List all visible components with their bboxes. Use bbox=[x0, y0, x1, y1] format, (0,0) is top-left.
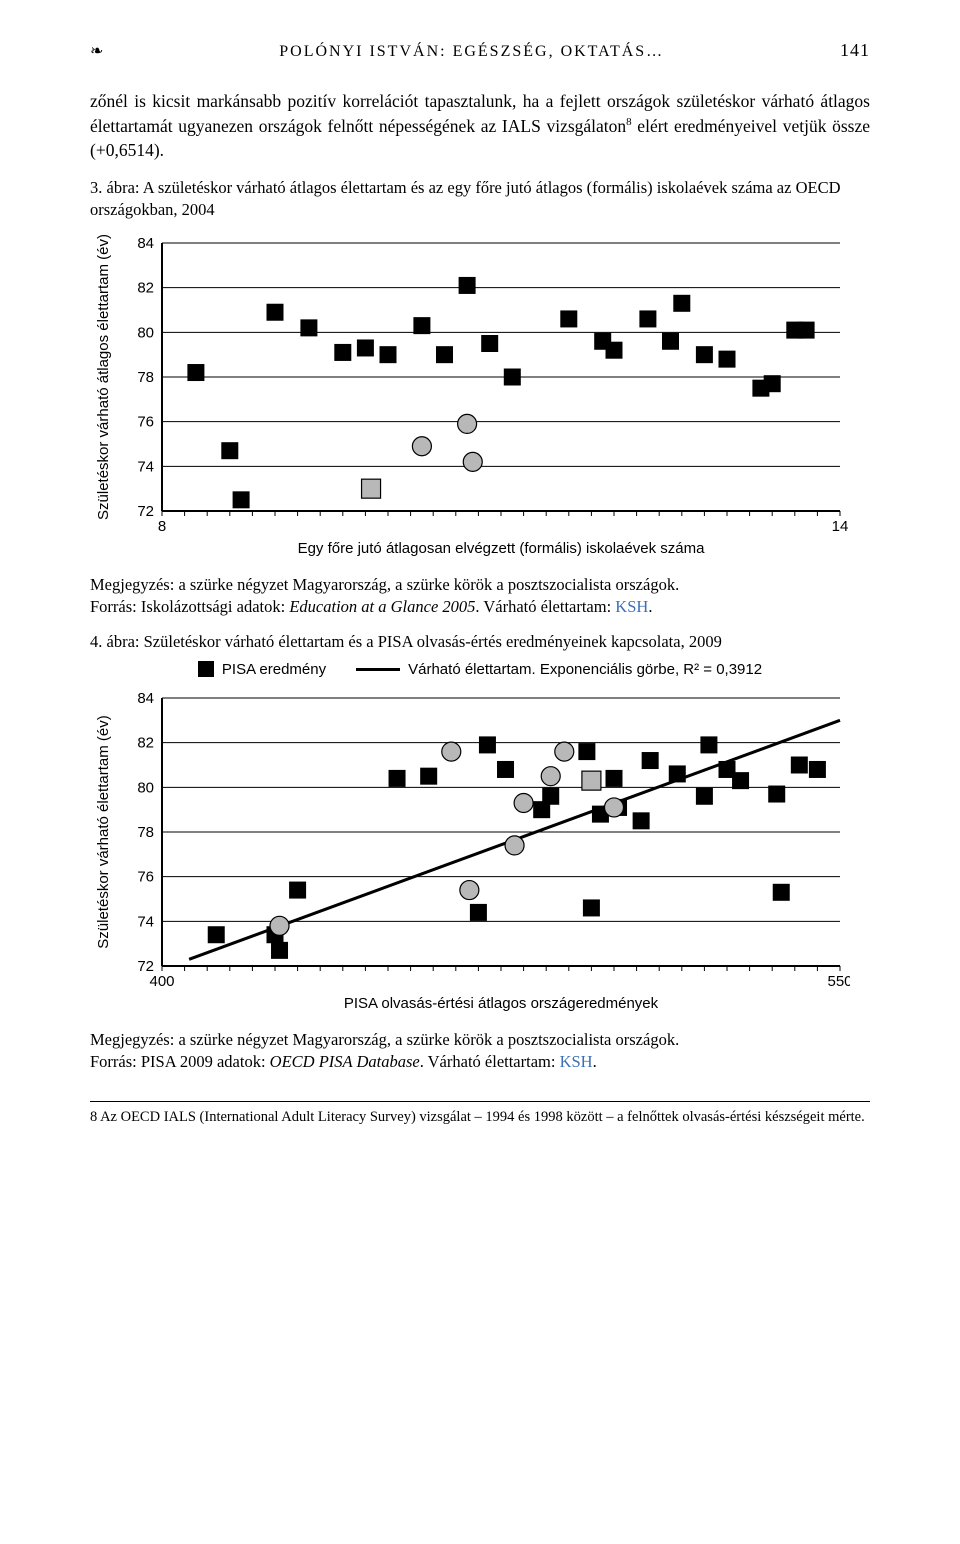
chart4-source-link[interactable]: KSH bbox=[560, 1052, 593, 1071]
header-ornament: ❧ bbox=[90, 41, 103, 61]
chart3-source-text: Iskolázottsági adatok: bbox=[141, 597, 289, 616]
svg-text:Születéskor várható élettartam: Születéskor várható élettartam (év) bbox=[95, 715, 112, 948]
legend-line-icon bbox=[356, 668, 400, 671]
svg-text:74: 74 bbox=[137, 458, 154, 475]
footnote: 8 Az OECD IALS (International Adult Lite… bbox=[90, 1108, 870, 1127]
chart4-source-end: . bbox=[593, 1052, 597, 1071]
chart4-source-tail: . Várható élettartam: bbox=[420, 1052, 560, 1071]
svg-text:82: 82 bbox=[137, 280, 154, 297]
legend-trend-label: Várható élettartam. Exponenciális görbe,… bbox=[408, 661, 762, 678]
chart4-caption-prefix: 4. ábra: bbox=[90, 632, 144, 651]
svg-text:400: 400 bbox=[149, 973, 174, 990]
svg-text:Egy főre jutó átlagosan elvégz: Egy főre jutó átlagosan elvégzett (formá… bbox=[298, 540, 706, 557]
chart3-note: Megjegyzés: a szürke négyzet Magyarorszá… bbox=[90, 574, 870, 619]
running-header: ❧ POLÓNYI ISTVÁN: EGÉSZSÉG, OKTATÁS… 141 bbox=[90, 40, 870, 61]
legend-square-icon bbox=[198, 661, 214, 677]
chart4-note-text: a szürke négyzet Magyarország, a szürke … bbox=[178, 1030, 679, 1049]
chart3-note-text: a szürke négyzet Magyarország, a szürke … bbox=[178, 575, 679, 594]
chart3-caption-prefix: 3. ábra: bbox=[90, 178, 143, 197]
chart4: 72747678808284400550PISA olvasás-értési … bbox=[90, 684, 870, 1019]
legend-pisa-label: PISA eredmény bbox=[222, 661, 326, 678]
chart3-note-prefix: Megjegyzés: bbox=[90, 575, 178, 594]
chart4-note-prefix: Megjegyzés: bbox=[90, 1030, 178, 1049]
legend-item-trend: Várható élettartam. Exponenciális görbe,… bbox=[356, 661, 762, 678]
svg-text:78: 78 bbox=[137, 369, 154, 386]
chart4-caption-text: Születéskor várható élettartam és a PISA… bbox=[144, 632, 722, 651]
svg-text:74: 74 bbox=[137, 913, 154, 930]
footnote-text: Az OECD IALS (International Adult Litera… bbox=[97, 1109, 864, 1125]
chart3-svg: 72 74 76 78 80 82 84 8 14 Egy főre jutó átlagosan… bbox=[90, 229, 850, 559]
svg-text:76: 76 bbox=[137, 868, 154, 885]
chart3-source-tail: . Várható élettartam: bbox=[475, 597, 615, 616]
chart3-caption-text: A születéskor várható átlagos élettartam… bbox=[90, 178, 841, 219]
footnote-rule bbox=[90, 1101, 870, 1102]
svg-text:14: 14 bbox=[832, 518, 849, 535]
chart4-svg: 72747678808284400550PISA olvasás-értési … bbox=[90, 684, 850, 1014]
chart4-source-text: PISA 2009 adatok: bbox=[141, 1052, 270, 1071]
svg-text:82: 82 bbox=[137, 734, 154, 751]
chart4-caption: 4. ábra: Születéskor várható élettartam … bbox=[90, 631, 870, 653]
svg-text:72: 72 bbox=[137, 503, 154, 520]
chart3-caption: 3. ábra: A születéskor várható átlagos é… bbox=[90, 177, 870, 222]
svg-text:550: 550 bbox=[827, 973, 850, 990]
chart3: 72 74 76 78 80 82 84 8 14 Egy főre jutó átlagosan… bbox=[90, 229, 870, 564]
chart3-source-link[interactable]: KSH bbox=[615, 597, 648, 616]
legend-item-pisa: PISA eredmény bbox=[198, 661, 326, 678]
svg-text:80: 80 bbox=[137, 779, 154, 796]
chart4-note: Megjegyzés: a szürke négyzet Magyarorszá… bbox=[90, 1029, 870, 1074]
running-head-text: POLÓNYI ISTVÁN: EGÉSZSÉG, OKTATÁS… bbox=[103, 43, 840, 61]
svg-text:78: 78 bbox=[137, 824, 154, 841]
body-paragraph-1: zőnél is kicsit markánsabb pozitív korre… bbox=[90, 89, 870, 163]
svg-text:80: 80 bbox=[137, 324, 154, 341]
svg-text:PISA olvasás-értési átlagos or: PISA olvasás-értési átlagos országeredmé… bbox=[344, 995, 659, 1012]
chart3-source-italic: Education at a Glance 2005 bbox=[289, 597, 475, 616]
svg-text:84: 84 bbox=[137, 690, 154, 707]
chart3-source-end: . bbox=[648, 597, 652, 616]
chart3-source-prefix: Forrás: bbox=[90, 597, 141, 616]
svg-text:84: 84 bbox=[137, 235, 154, 252]
svg-text:8: 8 bbox=[158, 518, 166, 535]
chart4-source-prefix: Forrás: bbox=[90, 1052, 141, 1071]
chart4-legend: PISA eredmény Várható élettartam. Expone… bbox=[90, 661, 870, 678]
svg-text:Születéskor várható átlagos él: Születéskor várható átlagos élettartam (… bbox=[95, 234, 112, 520]
svg-text:76: 76 bbox=[137, 414, 154, 431]
chart4-source-italic: OECD PISA Database bbox=[270, 1052, 420, 1071]
page-number: 141 bbox=[840, 40, 870, 61]
